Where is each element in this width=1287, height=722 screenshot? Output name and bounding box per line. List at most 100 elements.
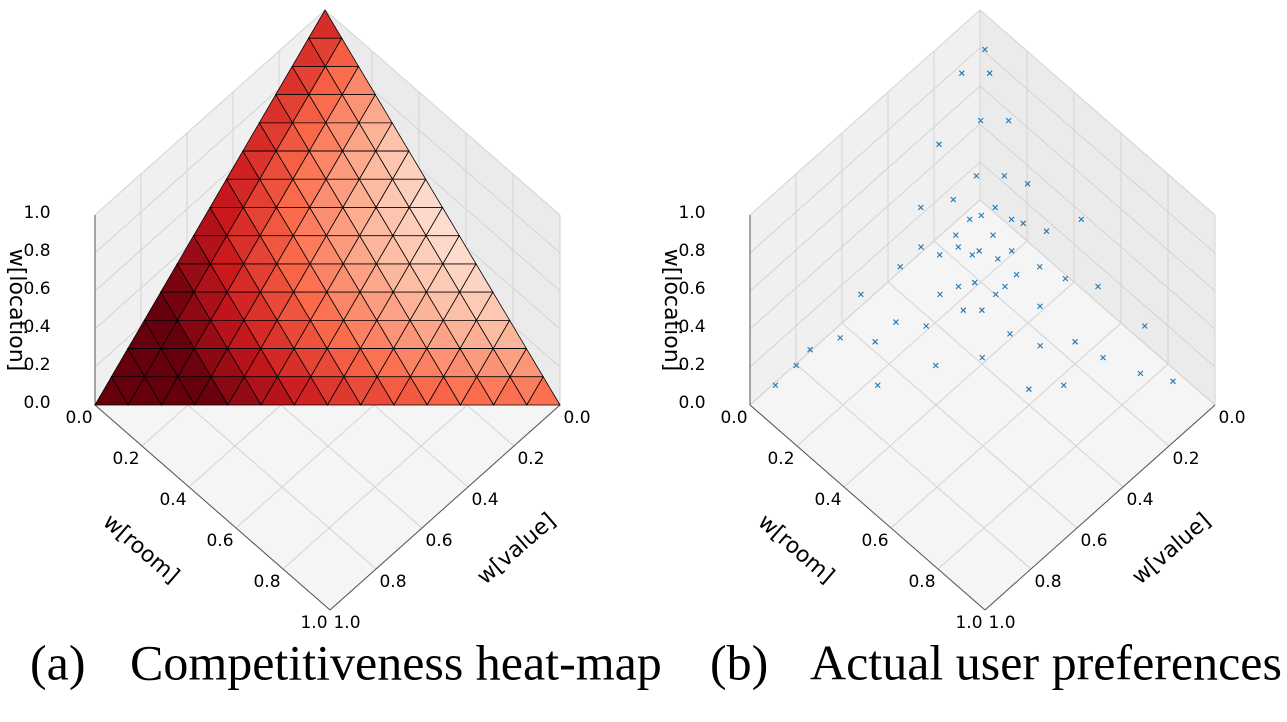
- scatter-point: [1024, 180, 1031, 187]
- scatter-point: [969, 252, 976, 258]
- scatter-point: [1137, 370, 1144, 377]
- y-tick-label: 0.4: [1126, 490, 1153, 510]
- heat-cell: [127, 375, 163, 406]
- scatter-point: [1037, 342, 1044, 349]
- z-axis-label: w[location]: [659, 249, 684, 371]
- scatter-point: [1095, 283, 1101, 290]
- scatter-point: [917, 204, 924, 211]
- heat-cell: [260, 375, 295, 406]
- y-tick-label: 0.8: [379, 572, 406, 592]
- floor: [750, 200, 1215, 610]
- grid-line: [749, 47, 1216, 254]
- scatter-point: [950, 196, 957, 203]
- z-tick-label: 0.8: [678, 241, 705, 261]
- scatter-point: [994, 255, 1001, 262]
- grid-line: [749, 199, 1216, 406]
- scatter-point: [1170, 378, 1176, 385]
- x-tick-label: 0.6: [206, 531, 233, 551]
- caption-label: (a): [30, 634, 86, 690]
- y-tick-label: 1.0: [988, 613, 1015, 633]
- scatter-point: [858, 291, 864, 298]
- x-tick-label: 0.6: [861, 531, 888, 551]
- y-tick-label: 0.2: [1172, 449, 1199, 469]
- back-wall: [750, 10, 980, 405]
- y-tick-label: 0.0: [563, 408, 590, 428]
- y-tick-label: 1.0: [333, 613, 360, 633]
- scatter-point: [1005, 117, 1012, 124]
- x-tick-label: 1.0: [300, 613, 327, 633]
- scatter-point: [1100, 354, 1106, 361]
- caption-label: (b): [710, 634, 768, 690]
- z-tick-label: 0.8: [23, 241, 50, 261]
- x-tick-label: 1.0: [955, 613, 982, 633]
- x-tick-label: 0.0: [720, 408, 747, 428]
- z-tick-label: 0.6: [678, 279, 705, 299]
- scatter-point: [966, 216, 973, 223]
- scatter-point: [973, 173, 980, 179]
- scatter-point: [1008, 248, 1015, 254]
- z-tick-label: 0.0: [23, 393, 50, 413]
- grid-line: [749, 161, 1216, 368]
- scatter-point: [1037, 303, 1043, 310]
- x-axis: [94, 404, 331, 611]
- y-axis: [329, 404, 561, 611]
- scatter-point: [990, 232, 996, 239]
- scatter-point: [979, 354, 986, 361]
- scatter-point: [936, 141, 942, 148]
- scatter-point: [807, 346, 813, 353]
- scatter-point: [1036, 263, 1043, 270]
- scatter-point: [932, 362, 939, 369]
- y-tick-label: 0.6: [1080, 531, 1107, 551]
- heat-cell: [526, 375, 561, 406]
- z-axis-label: w[location]: [4, 249, 29, 371]
- heat-cell: [459, 375, 495, 406]
- heat-cell: [492, 375, 528, 406]
- x-tick-label: 0.2: [112, 449, 139, 469]
- grid-line: [749, 85, 1216, 292]
- heat-cell: [227, 375, 262, 406]
- caption: Competitiveness heat-map: [130, 634, 662, 690]
- caption: Actual user preferences: [810, 634, 1282, 690]
- scatter-point: [1060, 382, 1067, 389]
- z-tick-label: 1.0: [678, 203, 705, 223]
- y-tick-label: 0.0: [1218, 408, 1245, 428]
- scatter-point: [971, 279, 978, 286]
- scatter-point: [955, 283, 962, 290]
- scatter-point: [952, 232, 959, 239]
- x-tick-label: 0.2: [767, 449, 794, 469]
- scatter-point: [897, 263, 904, 270]
- scatter-point: [982, 46, 988, 53]
- scatter-point: [893, 319, 899, 325]
- scatter-point: [1007, 331, 1013, 337]
- scatter-point: [1020, 220, 1027, 227]
- scatter-point: [1026, 386, 1032, 393]
- y-tick-label: 0.6: [425, 531, 452, 551]
- y-tick-label: 0.2: [517, 449, 544, 469]
- heat-cell: [326, 375, 362, 406]
- scatter-point: [1001, 173, 1008, 179]
- scatter-point: [1078, 216, 1085, 223]
- scatter-point: [936, 252, 943, 258]
- scatter-point: [874, 382, 881, 389]
- scatter-point: [955, 244, 962, 250]
- x-axis-label: w[room]: [98, 509, 184, 588]
- scatter-point: [923, 323, 930, 329]
- heat-cell: [193, 375, 229, 406]
- scatter-point: [992, 291, 999, 298]
- scatter-point: [793, 362, 800, 369]
- heat-cell: [160, 375, 196, 406]
- x-tick-label: 0.4: [814, 490, 841, 510]
- scatter-point: [1072, 338, 1078, 345]
- scatter-point: [918, 244, 924, 250]
- heat-cell: [94, 375, 129, 406]
- x-axis: [749, 404, 986, 611]
- scatter-point: [872, 338, 879, 345]
- scatter-point: [992, 204, 999, 211]
- scatter-point: [958, 70, 965, 77]
- x-tick-label: 0.0: [65, 408, 92, 428]
- heat-cell: [360, 375, 395, 406]
- grid-line: [749, 9, 1216, 216]
- back-wall: [980, 10, 1215, 405]
- grid-line: [749, 123, 1216, 330]
